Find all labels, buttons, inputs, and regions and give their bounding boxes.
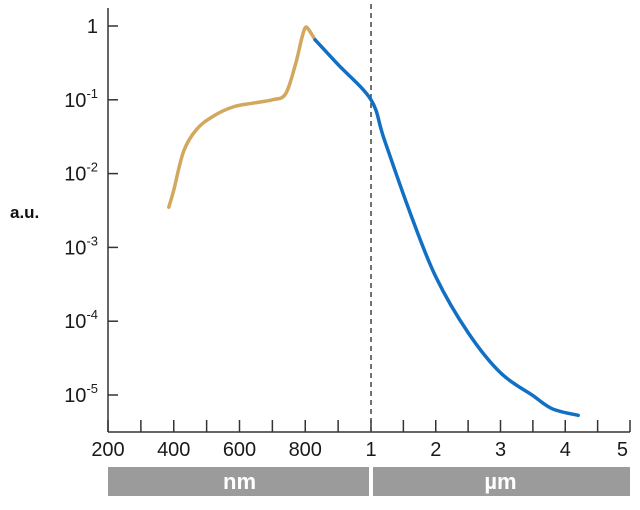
x-tick-label: 600: [223, 439, 256, 461]
series-line-um: [313, 38, 580, 418]
unit-bands: nm µm: [108, 467, 630, 496]
y-axis-label: a.u.: [10, 203, 39, 222]
y-tick-label: 10-1: [64, 86, 98, 112]
um-unit-label: µm: [484, 469, 516, 494]
y-tick-labels: 1 10-1 10-2 10-3 10-4 10-5: [64, 16, 98, 407]
x-tick-label: 3: [495, 439, 506, 461]
x-tick-labels: 200 400 600 800 1 2 3 4 5: [91, 439, 628, 461]
nm-unit-label: nm: [223, 469, 256, 494]
nm-band: [108, 467, 369, 496]
y-tick-label: 10-4: [64, 307, 98, 333]
x-tick-marks: [107, 420, 631, 432]
um-band: [373, 467, 630, 496]
y-tick-label: 10-5: [64, 381, 98, 407]
y-tick-label: 10-3: [64, 233, 98, 259]
y-tick-label: 1: [87, 16, 98, 38]
x-tick-label: 200: [91, 439, 124, 461]
y-tick-label: 10-2: [64, 160, 98, 186]
x-tick-label: 400: [157, 439, 190, 461]
x-tick-label: 2: [430, 439, 441, 461]
x-tick-label: 1: [365, 439, 376, 461]
x-tick-label: 4: [560, 439, 571, 461]
series-line-nm: [167, 25, 317, 209]
y-tick-marks: [108, 25, 118, 396]
x-tick-label: 5: [617, 439, 628, 461]
series-group: [167, 25, 580, 418]
x-tick-label: 800: [289, 439, 322, 461]
